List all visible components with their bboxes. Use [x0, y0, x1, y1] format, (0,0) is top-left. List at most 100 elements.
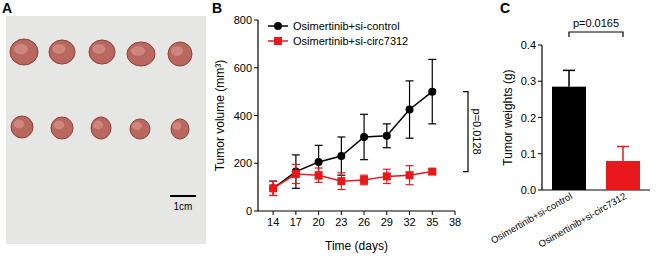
scale-bar-label: 1cm	[174, 201, 193, 212]
error-cap	[406, 165, 414, 166]
y-tick	[538, 81, 542, 82]
panel-letter: C	[500, 0, 510, 16]
error-bar	[617, 147, 629, 162]
error-cap	[292, 183, 300, 184]
x-tick-label: 32	[403, 216, 415, 228]
marker	[360, 133, 368, 141]
x-tick	[409, 211, 410, 215]
tumor-highlight	[173, 122, 182, 130]
legend-marker	[274, 22, 282, 30]
error-cap	[292, 188, 300, 189]
photo	[6, 16, 206, 244]
x-tick-label: 17	[290, 216, 302, 228]
tumor-highlight	[14, 44, 28, 54]
error-cap	[360, 175, 368, 176]
y-tick	[254, 115, 258, 116]
error-cap	[428, 59, 436, 60]
error-cap	[360, 159, 368, 160]
tumor	[127, 42, 155, 66]
marker	[315, 158, 323, 166]
marker	[292, 170, 300, 178]
y-axis-label: Tumor weights (g)	[501, 69, 515, 165]
x-tick	[341, 211, 342, 215]
y-tick-label: 200	[234, 157, 252, 169]
tumor	[130, 119, 150, 139]
tumor	[51, 117, 73, 139]
tumor-highlight	[53, 44, 66, 54]
legend-entry: Osimertinib+si-control	[268, 20, 400, 32]
marker	[269, 184, 277, 192]
category-label: Osimertinib+si-circ7312	[536, 190, 628, 249]
tumor-highlight	[132, 122, 142, 130]
marker	[383, 132, 391, 140]
y-tick	[254, 211, 258, 212]
error-cap	[337, 136, 345, 137]
tumor-highlight	[54, 121, 65, 130]
tumor-highlight	[93, 44, 106, 54]
tumor-highlight	[14, 120, 25, 129]
y-tick-label: 0.3	[521, 75, 536, 87]
error-cap	[269, 181, 277, 182]
tumor	[171, 119, 189, 139]
error-line	[622, 147, 624, 162]
y-tick	[538, 190, 542, 191]
error-cap	[337, 189, 345, 190]
error-cap	[360, 184, 368, 185]
error-cap	[337, 172, 345, 173]
y-tick-label: 0	[246, 205, 252, 217]
x-tick-label: 26	[358, 216, 370, 228]
y-tick	[538, 153, 542, 154]
marker	[406, 106, 414, 114]
error-bar	[315, 145, 323, 178]
x-tick-label: 14	[267, 216, 279, 228]
legend-marker	[274, 37, 282, 45]
plot-data	[269, 59, 436, 195]
error-cap	[315, 145, 323, 146]
error-bar	[406, 166, 414, 185]
legend-label: Osimertinib+si-circ7312	[293, 35, 408, 47]
error-cap	[315, 182, 323, 183]
error-bar	[563, 70, 575, 86]
y-axis-label: Tumor volume (mm³)	[213, 60, 227, 172]
panel-letter: B	[212, 0, 222, 16]
y-tick-label: 0.2	[521, 112, 536, 124]
error-cap	[383, 147, 391, 148]
marker	[428, 88, 436, 96]
marker	[428, 168, 436, 176]
tumor	[49, 40, 75, 64]
y-tick	[254, 67, 258, 68]
error-cap	[269, 181, 277, 182]
error-bar	[337, 173, 345, 190]
x-axis	[258, 210, 455, 211]
error-cap	[383, 123, 391, 124]
tumor	[11, 116, 33, 138]
error-cap	[406, 138, 414, 139]
error-bar	[337, 137, 345, 175]
error-cap	[292, 154, 300, 155]
error-cap	[563, 70, 575, 72]
x-tick	[432, 211, 433, 215]
y-tick-label: 400	[234, 110, 252, 122]
x-tick-label: 23	[335, 216, 347, 228]
error-cap	[617, 146, 629, 148]
error-bar	[383, 124, 391, 148]
y-tick	[538, 117, 542, 118]
scale-bar	[170, 195, 196, 197]
error-cap	[269, 195, 277, 196]
series-line	[273, 92, 432, 189]
error-bar	[383, 169, 391, 183]
tumor-highlight	[171, 46, 183, 56]
marker	[337, 152, 345, 160]
x-tick	[364, 211, 365, 215]
error-bar	[428, 59, 436, 123]
error-bar	[360, 114, 368, 159]
y-tick-label: 0.4	[521, 39, 536, 51]
x-tick	[318, 211, 319, 215]
error-cap	[292, 164, 300, 165]
bar	[552, 87, 586, 190]
x-tick	[273, 211, 274, 215]
y-tick-label: 800	[234, 14, 252, 26]
y-tick	[254, 20, 258, 21]
x-tick	[455, 211, 456, 215]
error-bar	[292, 164, 300, 183]
